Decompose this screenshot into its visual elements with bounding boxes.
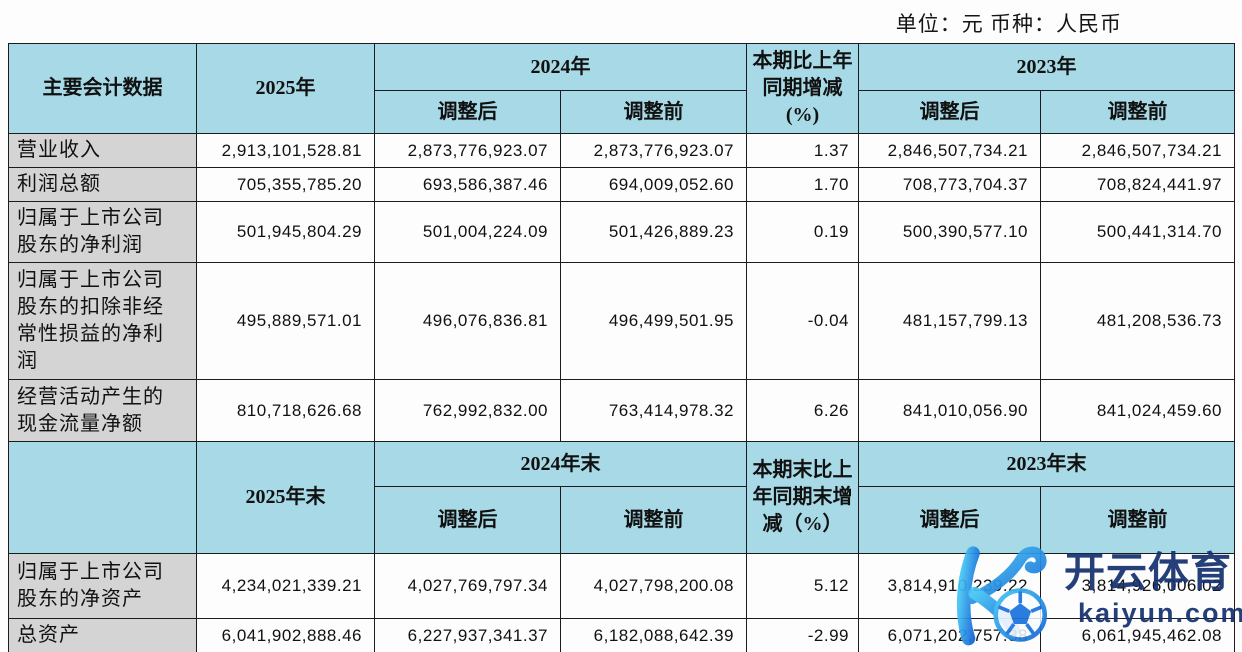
row-operating-revenue: 营业收入 2,913,101,528.81 2,873,776,923.07 2… [8,133,1235,168]
change-cell: 1.70 [746,167,859,202]
row-total-assets: 总资产 6,041,902,888.46 6,227,937,341.37 6,… [8,618,1235,652]
value-cell: 762,992,832.00 [374,379,561,442]
label-cell: 营业收入 [8,133,197,168]
header-2024end-adjusted-before: 调整前 [560,486,747,554]
value-cell: 6,061,945,462.08 [1040,618,1235,652]
header-2024-end: 2024年末 [374,441,747,487]
header-end-change-pct: 本期末比上年同期末增减（%） [746,441,859,554]
value-cell: 6,071,202,757.38 [858,618,1041,652]
header-empty-cell [8,441,197,554]
change-cell: 5.12 [746,553,859,619]
section2-header-row-1: 2025年末 2024年末 本期末比上年同期末增减（%） 2023年末 [8,441,1235,554]
value-cell: 6,182,088,642.39 [560,618,747,652]
value-cell: 496,076,836.81 [374,262,561,380]
value-cell: 496,499,501.95 [560,262,747,380]
header-2023-adjusted-after: 调整后 [858,90,1041,134]
section2-header-row-2: 调整后 调整前 调整后 调整前 [9,486,1235,554]
header-2024-adjusted-after: 调整后 [374,90,561,134]
value-cell: 2,873,776,923.07 [560,133,747,168]
value-cell: 708,773,704.37 [858,167,1041,202]
label-cell: 归属于上市公司股东的净利润 [8,201,197,263]
value-cell: 501,945,804.29 [196,201,375,263]
value-cell: 4,027,769,797.34 [374,553,561,619]
change-cell: -0.04 [746,262,859,380]
header-2024end-adjusted-after: 调整后 [374,486,561,554]
label-cell: 归属于上市公司股东的净资产 [8,553,197,619]
label-cell: 利润总额 [8,167,197,202]
value-cell: 481,157,799.13 [858,262,1041,380]
value-cell: 708,824,441.97 [1040,167,1235,202]
label-cell: 经营活动产生的现金流量净额 [8,379,197,442]
header-2023end-adjusted-after: 调整后 [858,486,1041,554]
section1-header-row-1: 主要会计数据 2025年 2024年 本期比上年同期增减(%) 2023年 [8,43,1235,134]
value-cell: 693,586,387.46 [374,167,561,202]
value-cell: 4,027,798,200.08 [560,553,747,619]
header-2023-adjusted-before: 调整前 [1040,90,1235,134]
value-cell: 3,814,910,239.22 [858,553,1041,619]
value-cell: 763,414,978.32 [560,379,747,442]
header-2025-end: 2025年末 [196,441,375,554]
value-cell: 3,814,926,006.02 [1040,553,1235,619]
value-cell: 500,390,577.10 [858,201,1041,263]
value-cell: 841,024,459.60 [1040,379,1235,442]
value-cell: 2,846,507,734.21 [1040,133,1235,168]
change-cell: 0.19 [746,201,859,263]
change-cell: 1.37 [746,133,859,168]
section1-header-row-2: 调整后 调整前 调整后 调整前 [9,90,1235,134]
header-2023: 2023年 [858,43,1235,91]
header-2023end-adjusted-before: 调整前 [1040,486,1235,554]
row-net-profit-attributable: 归属于上市公司股东的净利润 501,945,804.29 501,004,224… [8,201,1235,263]
value-cell: 2,873,776,923.07 [374,133,561,168]
header-2024: 2024年 [374,43,747,91]
header-2023-end: 2023年末 [858,441,1235,487]
row-net-assets-attributable: 归属于上市公司股东的净资产 4,234,021,339.21 4,027,769… [8,553,1235,619]
value-cell: 501,004,224.09 [374,201,561,263]
value-cell: 2,913,101,528.81 [196,133,375,168]
label-cell: 总资产 [8,618,197,652]
value-cell: 4,234,021,339.21 [196,553,375,619]
row-total-profit: 利润总额 705,355,785.20 693,586,387.46 694,0… [8,167,1235,202]
value-cell: 6,041,902,888.46 [196,618,375,652]
value-cell: 500,441,314.70 [1040,201,1235,263]
change-cell: 6.26 [746,379,859,442]
value-cell: 6,227,937,341.37 [374,618,561,652]
value-cell: 2,846,507,734.21 [858,133,1041,168]
value-cell: 705,355,785.20 [196,167,375,202]
financial-summary-table: 主要会计数据 2025年 2024年 本期比上年同期增减(%) 2023年 调整… [8,43,1235,652]
value-cell: 501,426,889.23 [560,201,747,263]
row-operating-cash-flow: 经营活动产生的现金流量净额 810,718,626.68 762,992,832… [8,379,1235,442]
header-change-pct: 本期比上年同期增减(%) [746,43,859,134]
value-cell: 694,009,052.60 [560,167,747,202]
label-cell: 归属于上市公司股东的扣除非经常性损益的净利润 [8,262,197,380]
header-main-label: 主要会计数据 [8,43,197,134]
value-cell: 481,208,536.73 [1040,262,1235,380]
row-net-profit-excl-nonrecurring: 归属于上市公司股东的扣除非经常性损益的净利润 495,889,571.01 49… [8,262,1235,380]
header-2025: 2025年 [196,43,375,134]
value-cell: 810,718,626.68 [196,379,375,442]
change-cell: -2.99 [746,618,859,652]
value-cell: 841,010,056.90 [858,379,1041,442]
header-2024-adjusted-before: 调整前 [560,90,747,134]
currency-unit-caption: 单位：元 币种：人民币 [895,12,1122,36]
value-cell: 495,889,571.01 [196,262,375,380]
